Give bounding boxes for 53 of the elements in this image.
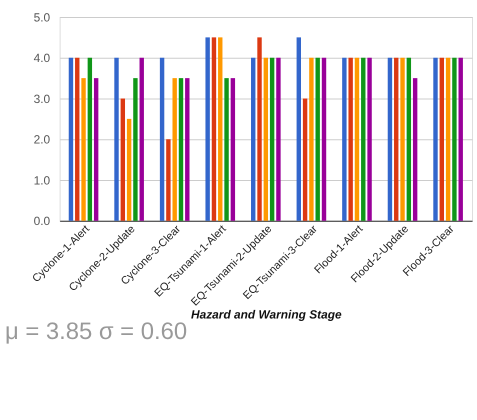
y-tick-label: 1.0 — [34, 173, 51, 188]
bar — [114, 58, 119, 221]
bar — [361, 58, 366, 221]
bar — [205, 37, 210, 221]
bar — [126, 118, 132, 221]
bar — [264, 58, 268, 221]
bar — [276, 58, 281, 221]
text: μ = 3.85 σ = 0.60 — [4, 318, 188, 346]
bar — [348, 58, 353, 221]
bar — [296, 37, 301, 221]
bar — [322, 58, 326, 221]
bar — [88, 58, 92, 221]
y-tick-label: 2.0 — [34, 132, 51, 147]
bar — [388, 58, 392, 221]
x-axis-title: Hazard and Warning Stage — [191, 308, 342, 322]
bar — [412, 78, 418, 221]
bar — [440, 58, 444, 221]
bar — [160, 58, 164, 221]
bar — [75, 58, 80, 221]
bar — [172, 78, 177, 221]
bar — [302, 98, 308, 221]
y-tick-label: 5.0 — [34, 10, 51, 24]
bar — [394, 58, 398, 221]
bar — [452, 58, 457, 221]
bar — [433, 58, 438, 221]
bar — [81, 78, 86, 221]
bar — [185, 78, 190, 221]
y-tick-label: 4.0 — [34, 51, 51, 66]
bar — [406, 58, 412, 221]
bar — [309, 58, 314, 221]
bar — [446, 58, 450, 221]
bar — [367, 58, 372, 221]
bar — [166, 139, 171, 221]
y-tick-label: 0.0 — [34, 214, 51, 228]
bar — [178, 78, 184, 221]
bar — [140, 58, 144, 221]
bar — [400, 58, 405, 221]
bar — [270, 58, 274, 221]
bar — [212, 37, 216, 221]
y-tick-label: 3.0 — [34, 92, 51, 106]
bar — [354, 58, 360, 221]
bar — [458, 58, 463, 221]
bar — [94, 78, 98, 221]
bar — [133, 78, 138, 221]
bar — [68, 58, 74, 221]
bar — [230, 78, 236, 221]
bar — [120, 98, 126, 221]
bar — [218, 37, 222, 221]
bar — [315, 58, 320, 221]
bar — [257, 37, 262, 221]
bar — [224, 78, 229, 221]
bar — [251, 58, 256, 221]
bar — [342, 58, 347, 221]
